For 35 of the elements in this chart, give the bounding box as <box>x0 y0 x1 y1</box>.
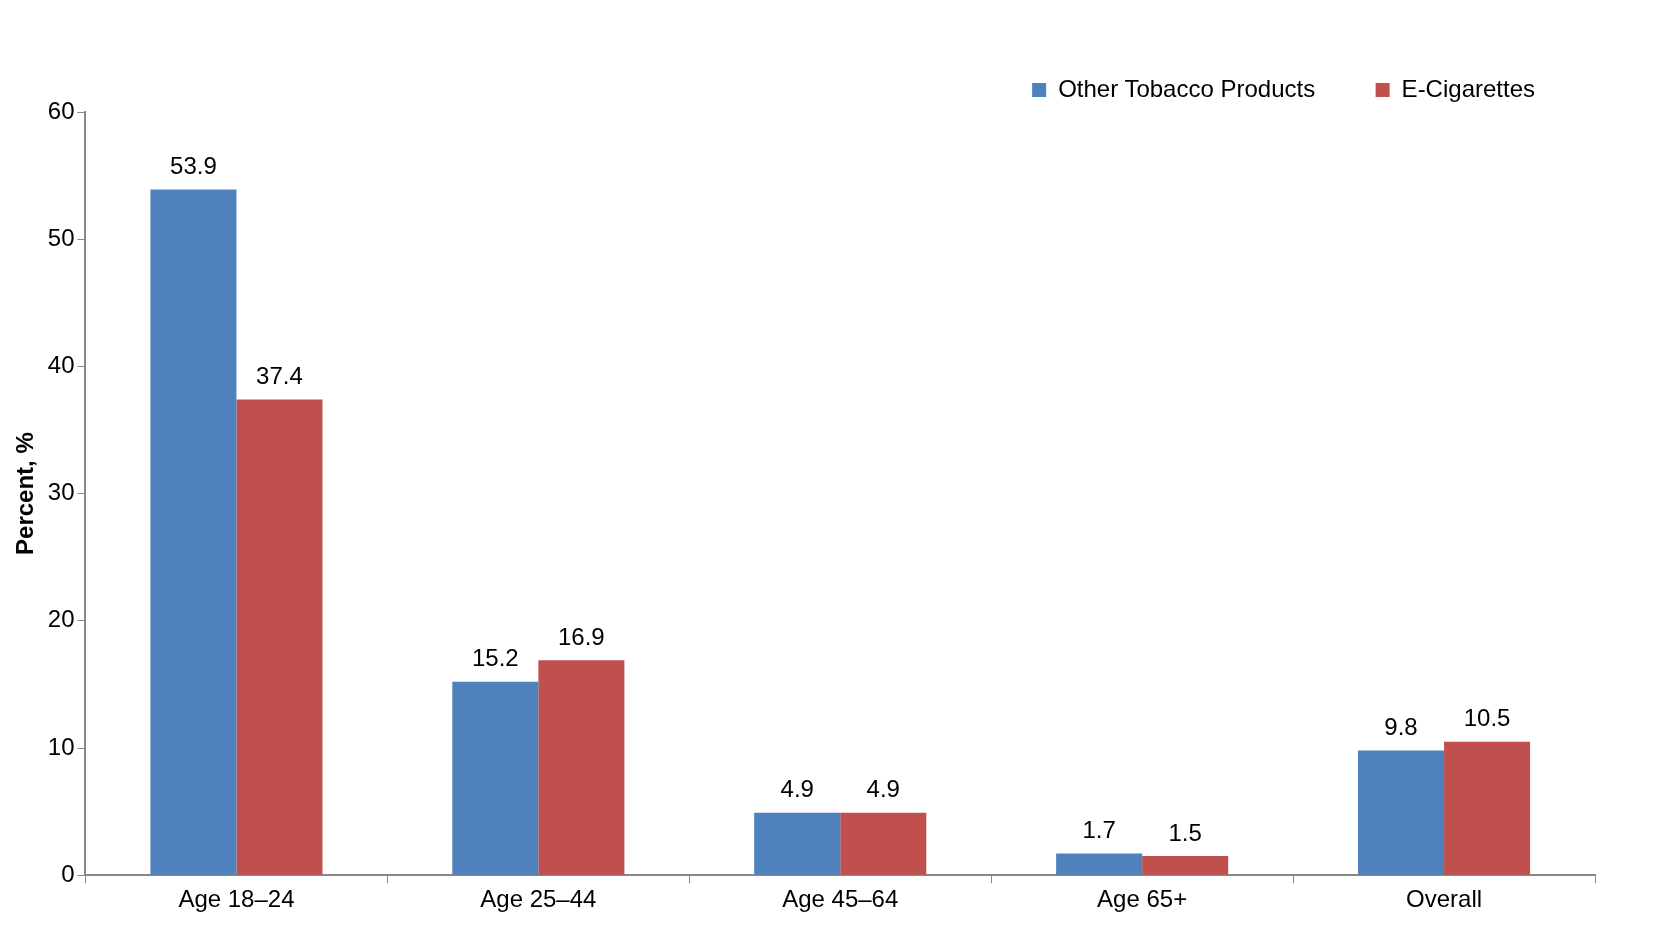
data-label: 53.9 <box>170 152 217 180</box>
data-label: 10.5 <box>1463 704 1511 732</box>
y-tick-label: 20 <box>47 605 75 633</box>
x-tick-label: Age 45–64 <box>782 885 899 913</box>
data-label: 4.9 <box>866 775 900 803</box>
y-tick-label: 50 <box>47 223 75 251</box>
x-tick-label: Age 65+ <box>1097 885 1188 913</box>
data-label: 1.5 <box>1168 818 1202 846</box>
data-label: 16.9 <box>558 622 605 650</box>
data-label: 37.4 <box>256 362 303 390</box>
bar <box>754 812 841 875</box>
y-tick-label: 10 <box>47 732 75 760</box>
data-label: 9.8 <box>1384 713 1418 741</box>
y-axis-title: Percent, % <box>11 432 39 555</box>
y-tick-label: 60 <box>47 96 75 124</box>
y-tick-label: 40 <box>47 351 75 379</box>
bar <box>1444 741 1531 875</box>
bar <box>236 399 323 875</box>
x-tick-label: Overall <box>1406 885 1483 913</box>
y-tick-label: 0 <box>61 859 75 887</box>
bar <box>1358 750 1445 875</box>
bar <box>840 812 927 875</box>
legend-label: Other Tobacco Products <box>1058 74 1316 102</box>
bar <box>1142 856 1229 875</box>
bar <box>1056 853 1143 875</box>
data-label: 15.2 <box>471 644 519 672</box>
x-tick-label: Age 18–24 <box>178 885 295 913</box>
legend-label: E-Cigarettes <box>1401 74 1536 102</box>
y-tick-label: 30 <box>47 478 75 506</box>
bar <box>538 660 625 875</box>
bar <box>150 189 237 875</box>
data-label: 1.7 <box>1082 816 1116 844</box>
x-tick-label: Age 25–44 <box>480 885 597 913</box>
bar <box>452 681 539 875</box>
data-label: 4.9 <box>780 775 814 803</box>
